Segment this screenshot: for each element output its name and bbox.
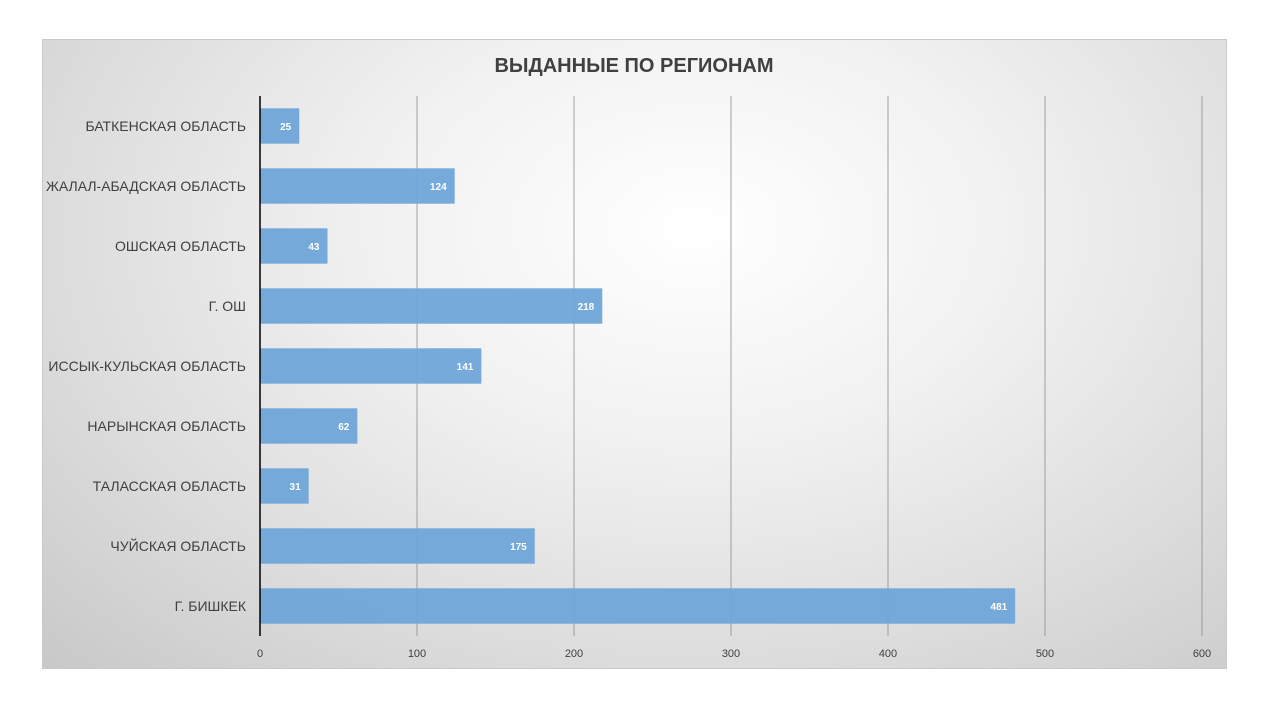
category-label: ИССЫК-КУЛЬСКАЯ ОБЛАСТЬ [48,358,246,374]
x-tick-label: 600 [1193,648,1211,660]
chart-area: ВЫДАННЫЕ ПО РЕГИОНАМ 25 124 43 218 141 62 31 17… [42,39,1227,669]
data-label: 218 [578,302,595,313]
bar-chart: ВЫДАННЫЕ ПО РЕГИОНАМ 25 124 43 218 141 62 31 17… [46,55,1211,660]
x-tick-label: 300 [722,648,740,660]
category-label: ТАЛАССКАЯ ОБЛАСТЬ [93,478,246,494]
bars: 25 124 43 218 141 62 31 175 481 [260,108,1016,624]
bar [260,108,300,144]
data-label: 175 [510,542,527,553]
x-axis-tick-labels: 0 100 200 300 400 500 600 [257,648,1211,660]
category-label: Г. ОШ [209,298,246,314]
category-label: ЖАЛАЛ-АБАДСКАЯ ОБЛАСТЬ [46,178,246,194]
x-tick-label: 0 [257,648,263,660]
bar [260,288,603,324]
bar [260,528,535,564]
bar [260,588,1016,624]
category-label: ЧУЙСКАЯ ОБЛАСТЬ [110,537,246,554]
x-tick-label: 100 [408,648,426,660]
chart-title: ВЫДАННЫЕ ПО РЕГИОНАМ [494,55,773,77]
category-label: Г. БИШКЕК [175,598,247,614]
bar [260,348,482,384]
category-label: ОШСКАЯ ОБЛАСТЬ [115,238,246,254]
bar [260,408,358,444]
bar [260,168,455,204]
bar [260,228,328,264]
x-tick-label: 500 [1036,648,1054,660]
category-label: БАТКЕНСКАЯ ОБЛАСТЬ [85,118,246,134]
data-label: 43 [308,242,320,253]
data-label: 25 [280,122,292,133]
data-label: 124 [430,182,447,193]
category-label: НАРЫНСКАЯ ОБЛАСТЬ [87,418,246,434]
bar [260,468,309,504]
x-tick-label: 400 [879,648,897,660]
data-label: 481 [990,602,1007,613]
data-label: 141 [457,362,474,373]
data-label: 62 [338,422,350,433]
category-labels: БАТКЕНСКАЯ ОБЛАСТЬ ЖАЛАЛ-АБАДСКАЯ ОБЛАСТЬ… [46,118,247,614]
data-label: 31 [290,482,302,493]
x-tick-label: 200 [565,648,583,660]
